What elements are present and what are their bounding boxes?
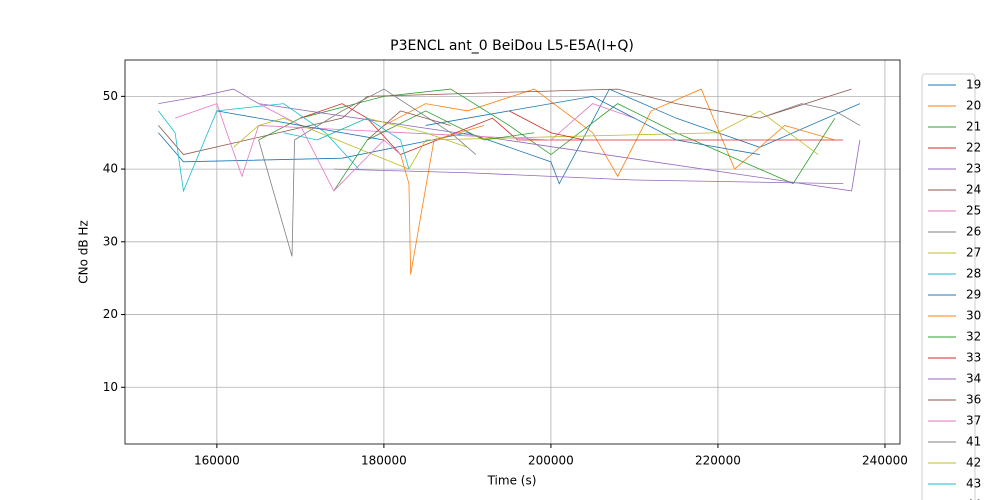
x-tick-label: 160000 <box>194 454 240 468</box>
legend-box <box>921 73 976 500</box>
legend-label: 41 <box>966 435 981 449</box>
series-line <box>759 103 861 126</box>
legend-label: 30 <box>966 309 981 323</box>
series-line <box>158 103 360 193</box>
series-line <box>216 110 384 141</box>
y-axis-label: CNo dB Hz <box>77 220 91 284</box>
series-line <box>383 88 835 178</box>
x-tick-label: 200000 <box>528 454 574 468</box>
series-line <box>158 88 852 155</box>
legend-label: 25 <box>966 204 981 218</box>
series-line <box>283 117 410 170</box>
y-tick-label: 30 <box>103 234 118 248</box>
legend-label: 36 <box>966 393 981 407</box>
legend-label: 23 <box>966 162 981 176</box>
series-line <box>333 110 535 192</box>
legend-label: 34 <box>966 372 981 386</box>
series-line <box>258 88 477 257</box>
series-line <box>400 125 485 275</box>
series-line <box>366 110 451 141</box>
legend-label: 21 <box>966 120 981 134</box>
series-line <box>300 103 844 156</box>
y-tick-label: 10 <box>103 380 118 394</box>
legend-label: 27 <box>966 246 981 260</box>
chart-title: P3ENCL ant_0 BeiDou L5-E5A(I+Q) <box>390 38 634 54</box>
series-line <box>425 95 760 155</box>
legend-label: 20 <box>966 99 981 113</box>
series-line <box>233 110 819 170</box>
legend-label: 33 <box>966 351 981 365</box>
legend-label: 29 <box>966 288 981 302</box>
series-line <box>316 117 468 148</box>
y-tick-label: 40 <box>103 162 118 176</box>
legend-label: 19 <box>966 78 981 92</box>
plot-frame <box>124 59 901 445</box>
legend-label: 32 <box>966 330 981 344</box>
legend-label: 24 <box>966 183 981 197</box>
legend-label: 43 <box>966 477 981 491</box>
y-tick-label: 50 <box>103 89 118 103</box>
series-line <box>508 110 585 141</box>
series-line <box>258 103 401 192</box>
legend-label: 44 <box>966 498 981 500</box>
legend-label: 37 <box>966 414 981 428</box>
y-tick-label: 20 <box>103 307 118 321</box>
legend-label: 28 <box>966 267 981 281</box>
legend-label: 42 <box>966 456 981 470</box>
legend-label: 26 <box>966 225 981 239</box>
legend-label: 22 <box>966 141 981 155</box>
x-axis-label: Time (s) <box>487 474 537 488</box>
x-tick-label: 180000 <box>361 454 407 468</box>
x-tick-label: 220000 <box>695 454 741 468</box>
series-line <box>333 168 844 185</box>
series-line <box>158 88 861 192</box>
x-tick-label: 240000 <box>862 454 908 468</box>
